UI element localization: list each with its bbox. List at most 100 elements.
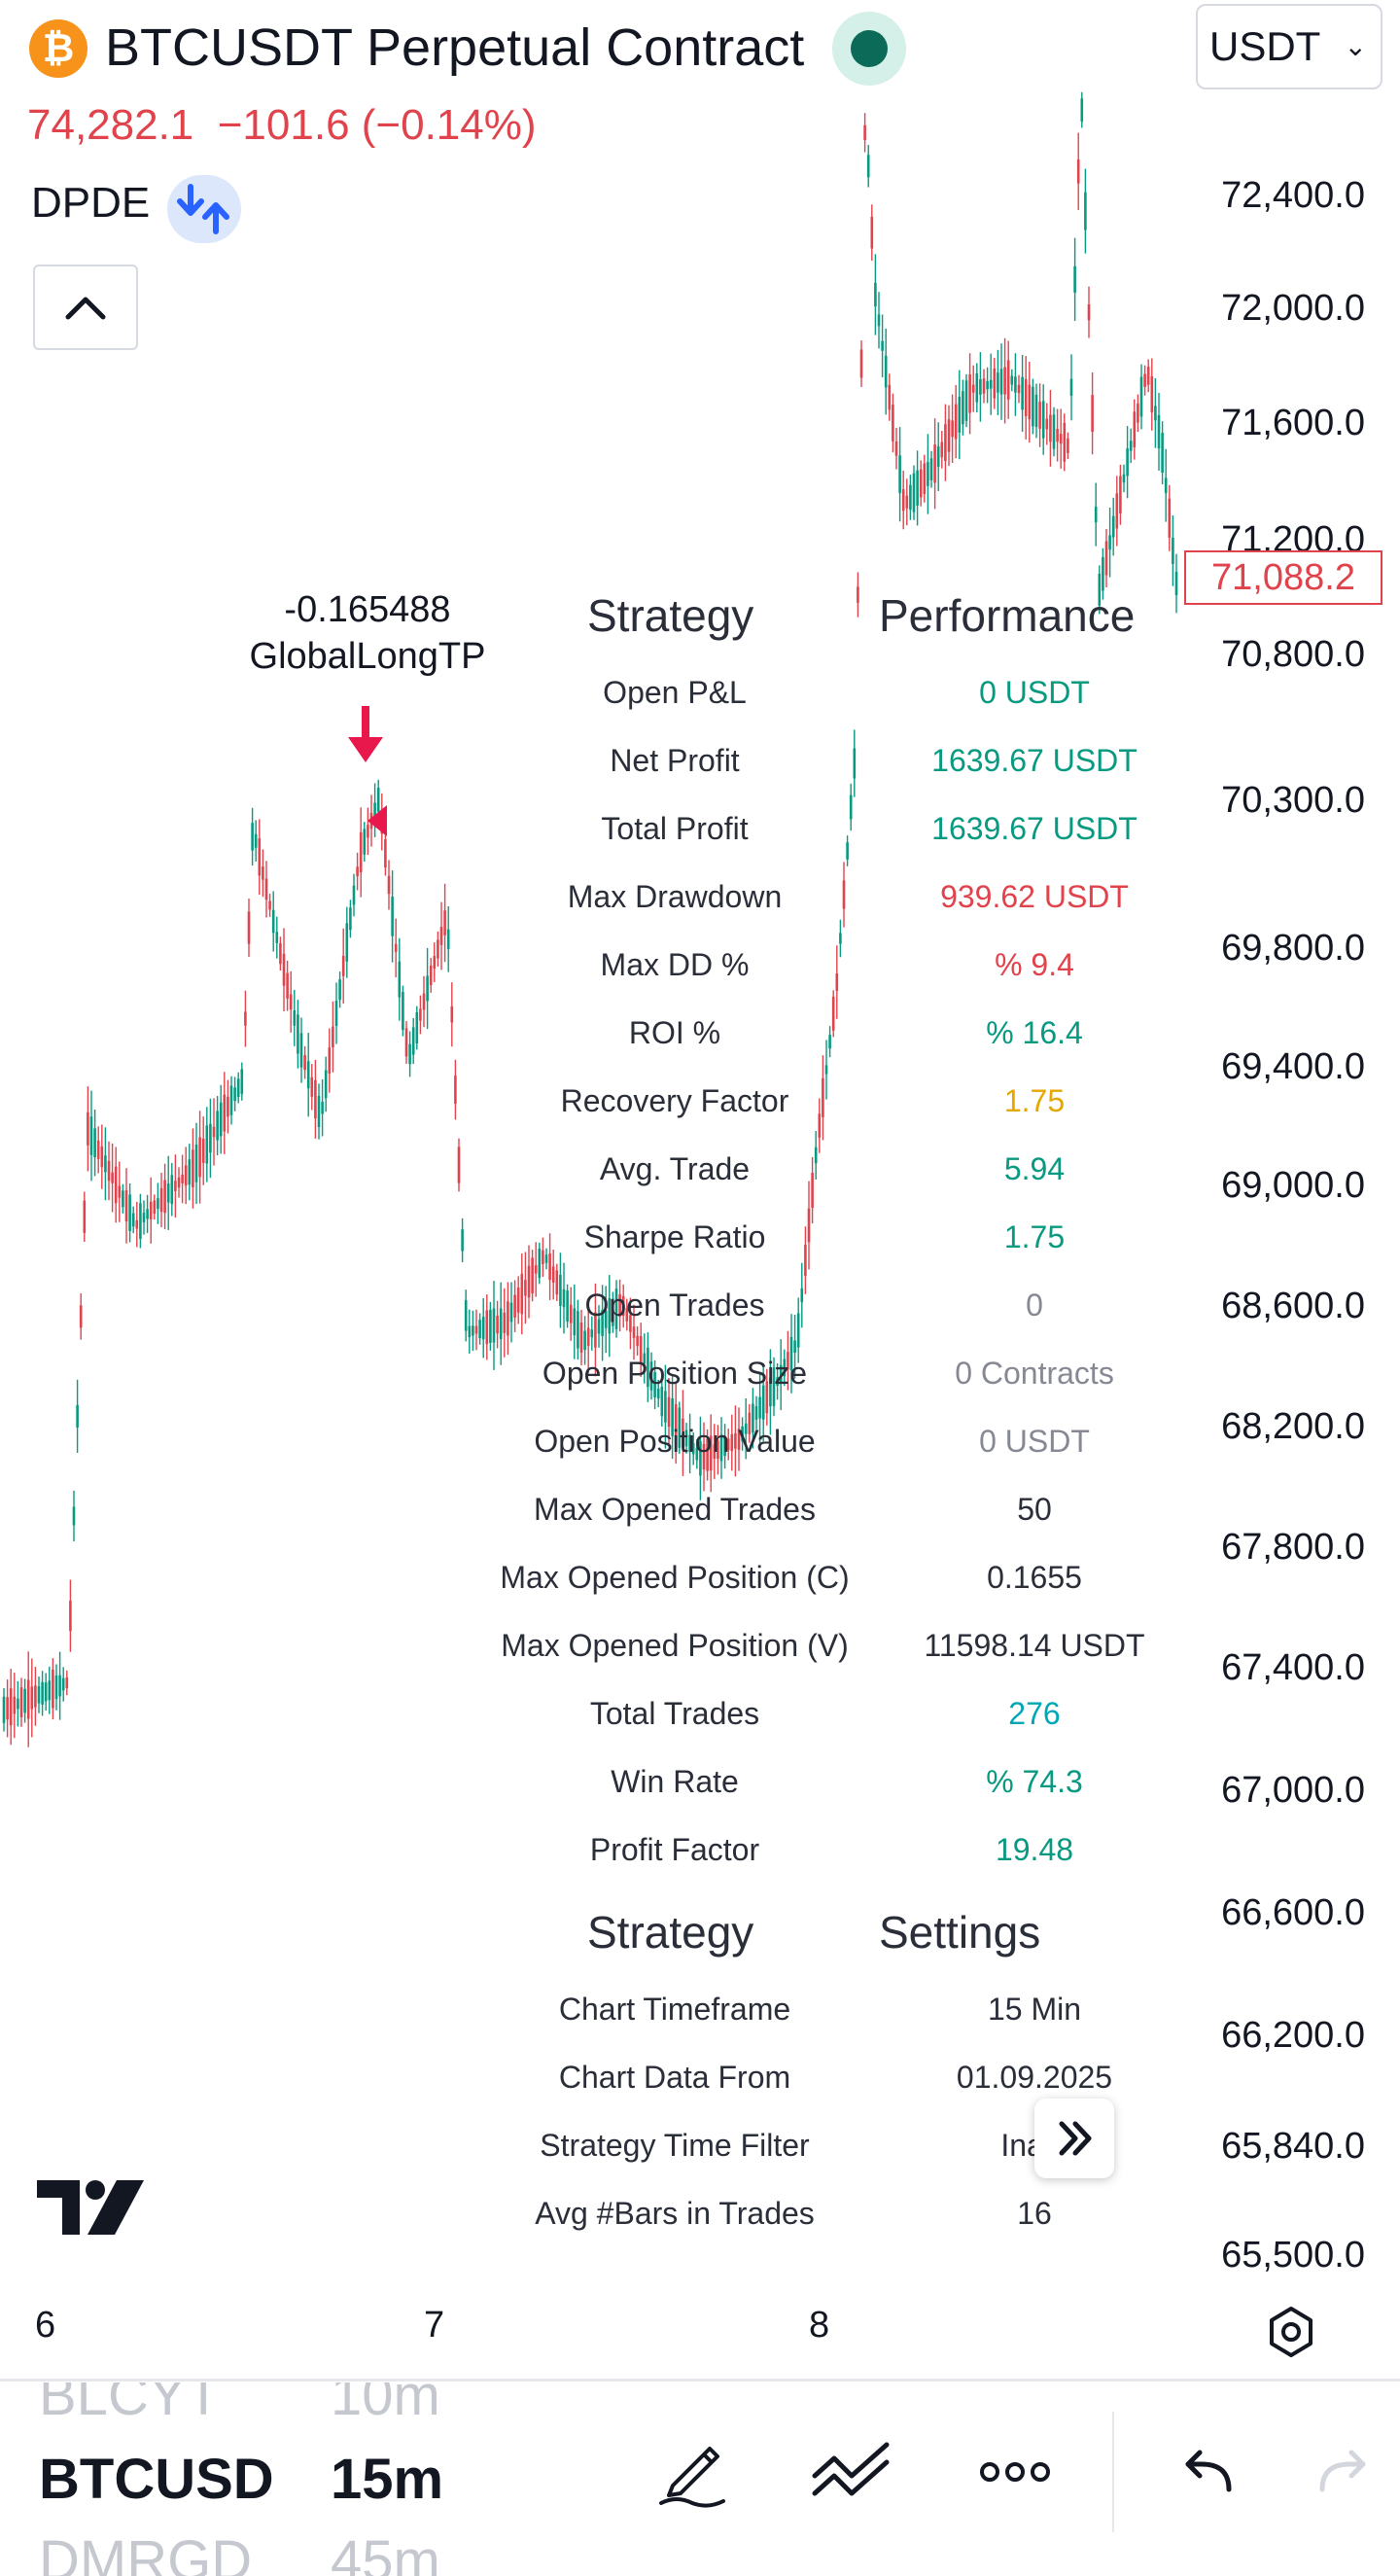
trend-lines-icon[interactable] bbox=[809, 2437, 892, 2505]
row-label: Profit Factor bbox=[589, 1832, 760, 1867]
symbol-option[interactable]: BLCYT bbox=[39, 2382, 221, 2427]
candle-body bbox=[83, 1200, 87, 1233]
candle-body bbox=[776, 1377, 779, 1387]
symbol-title[interactable]: BTCUSDT Perpetual Contract bbox=[105, 18, 805, 77]
candle-body bbox=[1034, 394, 1038, 428]
candle-body bbox=[954, 404, 958, 440]
candle-body bbox=[881, 340, 884, 351]
price-axis-label: 65,840.0 bbox=[1219, 2126, 1367, 2168]
candle-body bbox=[1076, 159, 1080, 184]
undo-icon[interactable] bbox=[1180, 2441, 1239, 2499]
row-label: ROI % bbox=[628, 1015, 721, 1050]
candle-body bbox=[769, 1377, 772, 1407]
price-axis[interactable]: 72,400.0 72,000.0 71,600.0 71,200.0 70,800.0… bbox=[1108, 0, 1400, 2305]
candle-body bbox=[1168, 498, 1172, 538]
candle-body bbox=[58, 1675, 61, 1697]
candle-body bbox=[971, 384, 975, 393]
candle-body bbox=[349, 907, 352, 931]
interval-option[interactable]: 45m bbox=[331, 2529, 440, 2576]
candle-body bbox=[901, 489, 905, 512]
candle-body bbox=[317, 1095, 321, 1128]
candle-body bbox=[303, 1055, 306, 1071]
candle-body bbox=[531, 1257, 534, 1293]
candle-body bbox=[590, 1329, 594, 1338]
chart-settings-icon[interactable] bbox=[1266, 2305, 1316, 2359]
candle-body bbox=[636, 1335, 639, 1347]
candle-body bbox=[699, 1441, 702, 1476]
chevron-up-icon bbox=[65, 297, 106, 320]
candle-body bbox=[310, 1076, 314, 1097]
candle-body bbox=[583, 1330, 586, 1351]
time-axis[interactable]: 6 7 8 bbox=[0, 2305, 1400, 2363]
interval-option-selected[interactable]: 15m bbox=[331, 2448, 444, 2511]
candle-body bbox=[1010, 375, 1014, 385]
indicator-name[interactable]: DPDE bbox=[31, 179, 151, 227]
candle-body bbox=[1017, 384, 1021, 394]
candle-body bbox=[254, 833, 258, 848]
candle-body bbox=[779, 1364, 783, 1385]
tradingview-logo-icon[interactable] bbox=[37, 2176, 146, 2239]
candle-body bbox=[216, 1111, 219, 1141]
candle-body bbox=[660, 1387, 664, 1417]
candle-body bbox=[124, 1189, 128, 1222]
price-axis-label: 66,200.0 bbox=[1219, 2015, 1367, 2057]
candle-body bbox=[993, 368, 997, 399]
collapse-button[interactable] bbox=[33, 265, 138, 350]
candle-body bbox=[796, 1313, 800, 1348]
candle-body bbox=[1161, 433, 1164, 474]
redo-icon[interactable] bbox=[1312, 2441, 1371, 2499]
candle-body bbox=[89, 1116, 93, 1155]
candle-body bbox=[485, 1310, 489, 1345]
candle-body bbox=[9, 1688, 13, 1726]
more-icon[interactable] bbox=[976, 2454, 1054, 2489]
candle-body bbox=[411, 1027, 415, 1055]
candle-body bbox=[1045, 418, 1049, 430]
candle-body bbox=[306, 1061, 310, 1089]
candle-body bbox=[1154, 406, 1157, 421]
swap-button[interactable] bbox=[167, 175, 241, 243]
candle-body bbox=[345, 923, 349, 962]
row-value: 276 bbox=[1008, 1696, 1061, 1731]
candle-body bbox=[706, 1438, 709, 1471]
currency-select[interactable]: USDT ⌄ bbox=[1196, 4, 1382, 89]
candle-body bbox=[23, 1688, 26, 1713]
candle-body bbox=[72, 1506, 76, 1526]
candle-body bbox=[363, 829, 367, 855]
candle-body bbox=[639, 1335, 643, 1364]
candle-body bbox=[1056, 428, 1059, 442]
candle-body bbox=[426, 975, 429, 1002]
candle-body bbox=[384, 839, 387, 868]
scroll-to-realtime-button[interactable] bbox=[1034, 2099, 1114, 2178]
candle-body bbox=[979, 378, 982, 395]
market-status-indicator[interactable] bbox=[832, 12, 906, 86]
price-axis-label: 65,500.0 bbox=[1219, 2235, 1367, 2276]
candle-body bbox=[391, 897, 394, 936]
candle-body bbox=[37, 1686, 41, 1704]
table-row: Max Opened Position (V) 11598.14 USDT bbox=[457, 1628, 1176, 1696]
price-axis-label: 66,600.0 bbox=[1219, 1892, 1367, 1934]
table-row: Avg #Bars in Trades 16 bbox=[457, 2196, 1176, 2264]
row-label: Open Trades bbox=[584, 1288, 765, 1323]
candle-body bbox=[859, 349, 863, 378]
time-tick: 7 bbox=[424, 2305, 445, 2346]
candle-body bbox=[884, 355, 888, 388]
candle-body bbox=[142, 1213, 146, 1222]
symbol-option[interactable]: DMRGD bbox=[39, 2529, 253, 2576]
candle-body bbox=[492, 1308, 496, 1343]
swap-arrows-icon bbox=[177, 184, 229, 234]
candle-body bbox=[233, 1087, 236, 1101]
candle-body bbox=[772, 1367, 776, 1406]
candle-body bbox=[79, 1305, 83, 1328]
candlestick-chart[interactable] bbox=[0, 0, 1400, 2305]
symbol-option-selected[interactable]: BTCUSD bbox=[39, 2448, 274, 2511]
candle-body bbox=[184, 1165, 188, 1186]
row-value: % 16.4 bbox=[986, 1015, 1083, 1050]
candle-body bbox=[26, 1679, 30, 1719]
candle-body bbox=[1119, 476, 1122, 513]
interval-option[interactable]: 10m bbox=[331, 2382, 440, 2427]
table-row: Max DD % % 9.4 bbox=[457, 947, 1176, 1015]
pencil-icon[interactable] bbox=[653, 2431, 731, 2509]
candle-body bbox=[877, 314, 881, 327]
candle-body bbox=[404, 1028, 408, 1057]
candle-body bbox=[1073, 265, 1076, 293]
